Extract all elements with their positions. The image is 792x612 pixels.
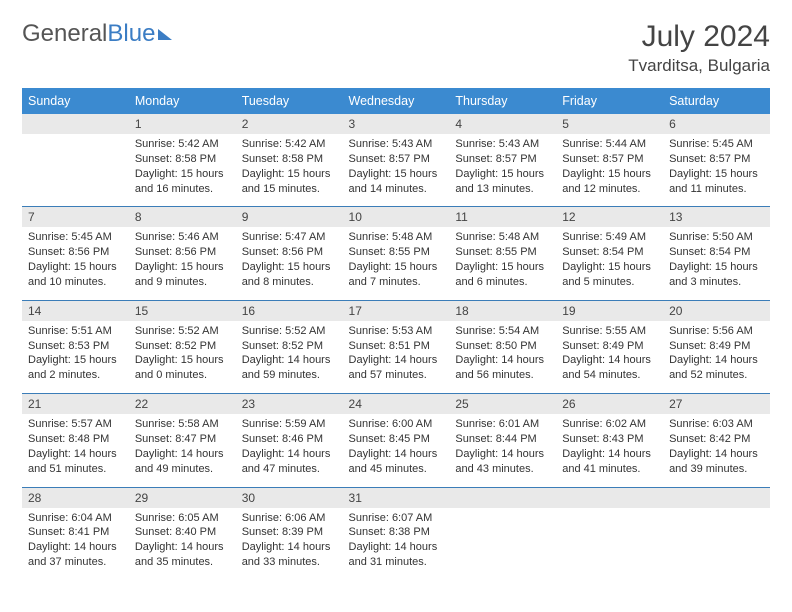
day-info-cell: Sunrise: 5:59 AM Sunset: 8:46 PM Dayligh… (236, 414, 343, 487)
day-header: Wednesday (343, 88, 450, 114)
date-cell: 9 (236, 207, 343, 227)
date-cell: 30 (236, 488, 343, 508)
day-info-cell: Sunrise: 5:55 AM Sunset: 8:49 PM Dayligh… (556, 321, 663, 394)
date-cell: 29 (129, 488, 236, 508)
date-cell: 3 (343, 114, 450, 134)
day-info-cell: Sunrise: 6:00 AM Sunset: 8:45 PM Dayligh… (343, 414, 450, 487)
day-info-cell: Sunrise: 5:50 AM Sunset: 8:54 PM Dayligh… (663, 227, 770, 300)
date-cell: 6 (663, 114, 770, 134)
day-info-cell: Sunrise: 5:44 AM Sunset: 8:57 PM Dayligh… (556, 134, 663, 207)
day-info-cell: Sunrise: 5:54 AM Sunset: 8:50 PM Dayligh… (449, 321, 556, 394)
date-cell: 5 (556, 114, 663, 134)
day-info-cell: Sunrise: 5:57 AM Sunset: 8:48 PM Dayligh… (22, 414, 129, 487)
logo: GeneralBlue (22, 20, 172, 48)
date-row: 78910111213 (22, 207, 770, 227)
day-info-cell: Sunrise: 5:45 AM Sunset: 8:57 PM Dayligh… (663, 134, 770, 207)
date-cell: 1 (129, 114, 236, 134)
day-info-cell (22, 134, 129, 207)
date-cell (556, 488, 663, 508)
date-cell: 23 (236, 394, 343, 414)
date-row: 21222324252627 (22, 394, 770, 414)
date-cell: 16 (236, 301, 343, 321)
date-cell: 18 (449, 301, 556, 321)
calendar-table: SundayMondayTuesdayWednesdayThursdayFrid… (22, 88, 770, 580)
day-info-cell: Sunrise: 6:07 AM Sunset: 8:38 PM Dayligh… (343, 508, 450, 580)
info-row: Sunrise: 5:57 AM Sunset: 8:48 PM Dayligh… (22, 414, 770, 487)
day-info-cell: Sunrise: 5:43 AM Sunset: 8:57 PM Dayligh… (343, 134, 450, 207)
day-info-cell: Sunrise: 5:48 AM Sunset: 8:55 PM Dayligh… (343, 227, 450, 300)
day-info-cell: Sunrise: 6:06 AM Sunset: 8:39 PM Dayligh… (236, 508, 343, 580)
date-cell: 28 (22, 488, 129, 508)
day-info-cell: Sunrise: 6:01 AM Sunset: 8:44 PM Dayligh… (449, 414, 556, 487)
day-info-cell: Sunrise: 5:52 AM Sunset: 8:52 PM Dayligh… (129, 321, 236, 394)
day-info-cell: Sunrise: 6:05 AM Sunset: 8:40 PM Dayligh… (129, 508, 236, 580)
day-header: Monday (129, 88, 236, 114)
date-cell: 25 (449, 394, 556, 414)
day-info-cell: Sunrise: 5:58 AM Sunset: 8:47 PM Dayligh… (129, 414, 236, 487)
day-header: Friday (556, 88, 663, 114)
date-cell: 2 (236, 114, 343, 134)
day-header: Tuesday (236, 88, 343, 114)
date-cell: 10 (343, 207, 450, 227)
day-info-cell: Sunrise: 5:47 AM Sunset: 8:56 PM Dayligh… (236, 227, 343, 300)
day-info-cell: Sunrise: 5:49 AM Sunset: 8:54 PM Dayligh… (556, 227, 663, 300)
date-cell: 7 (22, 207, 129, 227)
day-info-cell: Sunrise: 5:56 AM Sunset: 8:49 PM Dayligh… (663, 321, 770, 394)
day-info-cell: Sunrise: 5:51 AM Sunset: 8:53 PM Dayligh… (22, 321, 129, 394)
date-cell: 24 (343, 394, 450, 414)
month-title: July 2024 (628, 20, 770, 54)
day-info-cell (449, 508, 556, 580)
day-info-cell: Sunrise: 6:02 AM Sunset: 8:43 PM Dayligh… (556, 414, 663, 487)
day-info-cell (556, 508, 663, 580)
day-info-cell: Sunrise: 5:42 AM Sunset: 8:58 PM Dayligh… (236, 134, 343, 207)
date-cell (449, 488, 556, 508)
logo-text-2: Blue (107, 20, 155, 48)
page-header: GeneralBlue July 2024 Tvarditsa, Bulgari… (22, 20, 770, 76)
date-cell (663, 488, 770, 508)
date-cell: 14 (22, 301, 129, 321)
day-info-cell: Sunrise: 5:45 AM Sunset: 8:56 PM Dayligh… (22, 227, 129, 300)
day-info-cell: Sunrise: 5:53 AM Sunset: 8:51 PM Dayligh… (343, 321, 450, 394)
logo-triangle-icon (158, 29, 172, 40)
date-cell: 19 (556, 301, 663, 321)
day-info-cell: Sunrise: 5:43 AM Sunset: 8:57 PM Dayligh… (449, 134, 556, 207)
logo-text-1: General (22, 20, 107, 48)
title-block: July 2024 Tvarditsa, Bulgaria (628, 20, 770, 76)
date-row: 123456 (22, 114, 770, 134)
day-header: Thursday (449, 88, 556, 114)
date-cell: 22 (129, 394, 236, 414)
date-cell: 26 (556, 394, 663, 414)
day-info-cell (663, 508, 770, 580)
day-info-cell: Sunrise: 6:04 AM Sunset: 8:41 PM Dayligh… (22, 508, 129, 580)
location-label: Tvarditsa, Bulgaria (628, 56, 770, 76)
day-info-cell: Sunrise: 5:52 AM Sunset: 8:52 PM Dayligh… (236, 321, 343, 394)
day-info-cell: Sunrise: 5:42 AM Sunset: 8:58 PM Dayligh… (129, 134, 236, 207)
date-cell: 20 (663, 301, 770, 321)
date-cell: 27 (663, 394, 770, 414)
day-header: Sunday (22, 88, 129, 114)
date-cell (22, 114, 129, 134)
date-cell: 4 (449, 114, 556, 134)
date-cell: 11 (449, 207, 556, 227)
date-cell: 31 (343, 488, 450, 508)
date-cell: 12 (556, 207, 663, 227)
date-cell: 13 (663, 207, 770, 227)
date-cell: 21 (22, 394, 129, 414)
info-row: Sunrise: 5:42 AM Sunset: 8:58 PM Dayligh… (22, 134, 770, 207)
date-cell: 17 (343, 301, 450, 321)
date-row: 14151617181920 (22, 301, 770, 321)
info-row: Sunrise: 5:45 AM Sunset: 8:56 PM Dayligh… (22, 227, 770, 300)
day-header-row: SundayMondayTuesdayWednesdayThursdayFrid… (22, 88, 770, 114)
info-row: Sunrise: 6:04 AM Sunset: 8:41 PM Dayligh… (22, 508, 770, 580)
day-info-cell: Sunrise: 5:46 AM Sunset: 8:56 PM Dayligh… (129, 227, 236, 300)
info-row: Sunrise: 5:51 AM Sunset: 8:53 PM Dayligh… (22, 321, 770, 394)
day-info-cell: Sunrise: 6:03 AM Sunset: 8:42 PM Dayligh… (663, 414, 770, 487)
date-row: 28293031 (22, 488, 770, 508)
day-info-cell: Sunrise: 5:48 AM Sunset: 8:55 PM Dayligh… (449, 227, 556, 300)
date-cell: 8 (129, 207, 236, 227)
date-cell: 15 (129, 301, 236, 321)
day-header: Saturday (663, 88, 770, 114)
